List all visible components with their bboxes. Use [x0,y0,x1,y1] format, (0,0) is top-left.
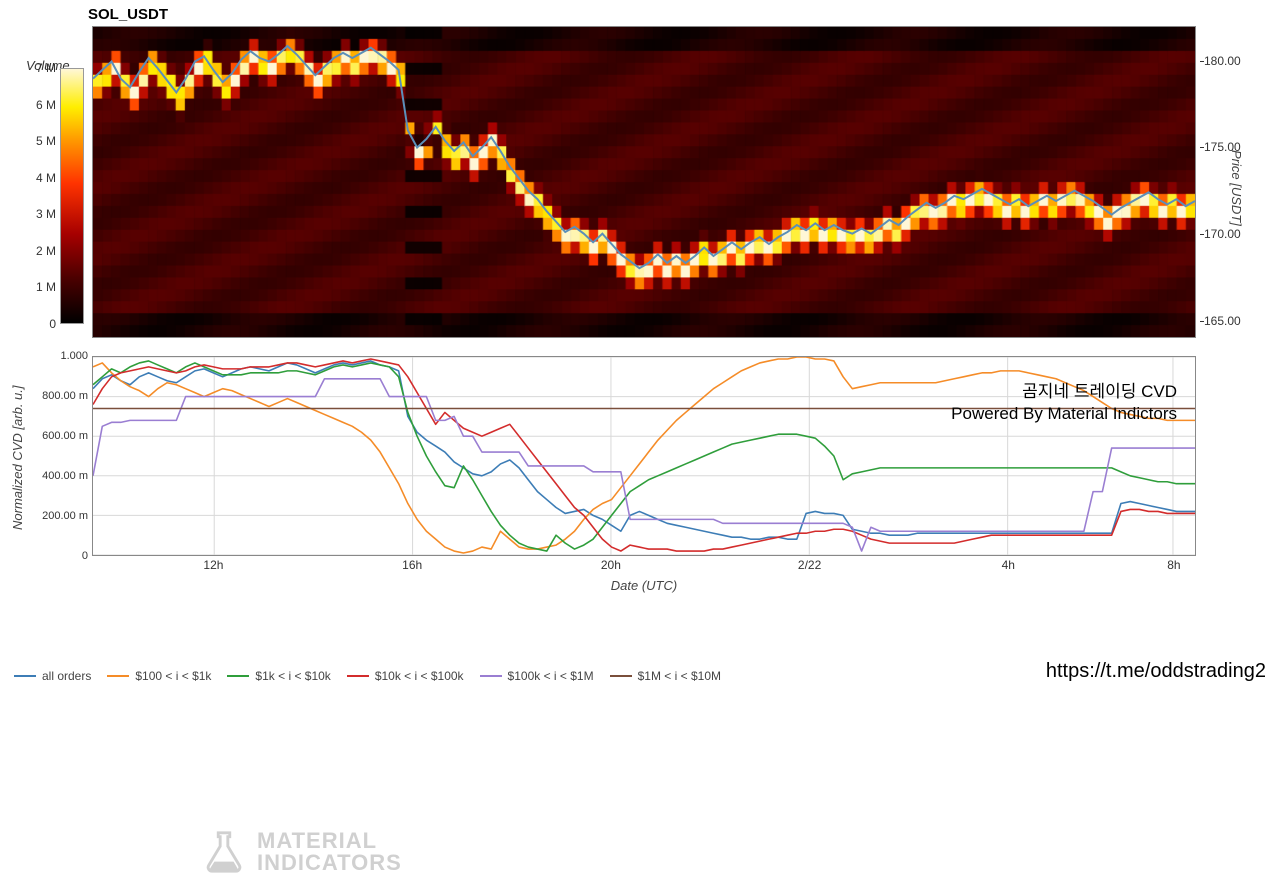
colorbar-tick: 3 M [36,207,56,221]
cvd-y-label: Normalized CVD [arb. u.] [10,386,25,531]
legend-swatch [107,675,129,677]
legend-label: $10k < i < $100k [375,669,464,683]
x-tick: 12h [203,558,223,572]
colorbar-tick: 0 [49,317,56,331]
flask-icon [201,829,247,875]
legend-label: $100 < i < $1k [135,669,211,683]
colorbar-tick: 6 M [36,98,56,112]
legend-item[interactable]: $100k < i < $1M [480,669,594,683]
price-tick: 165.00 [1204,314,1241,328]
legend-item[interactable]: $1k < i < $10k [227,669,330,683]
legend-label: $1M < i < $10M [638,669,721,683]
overlay-line2: Powered By Material Indictors [951,403,1177,425]
cvd-panel: 곰지네 트레이딩 CVD Powered By Material Indicto… [92,356,1196,556]
legend-swatch [480,675,502,677]
x-tick: 2/22 [798,558,821,572]
price-tick: 170.00 [1204,227,1241,241]
legend-label: $1k < i < $10k [255,669,330,683]
watermark-line1: MATERIAL [257,830,402,852]
colorbar-tick: 7 M [36,61,56,75]
colorbar-tick: 2 M [36,244,56,258]
heatmap-panel [92,26,1196,338]
colorbar-tick: 1 M [36,280,56,294]
legend-item[interactable]: $100 < i < $1k [107,669,211,683]
overlay-text: 곰지네 트레이딩 CVD Powered By Material Indicto… [951,381,1177,425]
cvd-y-tick: 1.000 [60,350,88,362]
legend-item[interactable]: $1M < i < $10M [610,669,721,683]
watermark-line2: INDICATORS [257,852,402,874]
cvd-y-tick: 800.00 m [42,390,88,402]
legend-swatch [227,675,249,677]
legend-item[interactable]: $10k < i < $100k [347,669,464,683]
cvd-y-tick: 400.00 m [42,470,88,482]
colorbar-tick: 4 M [36,171,56,185]
x-axis: 12h 16h 20h 2/22 4h 8h [92,558,1196,576]
price-line [93,27,1195,337]
price-axis-label: Price [USDT] [1229,150,1244,226]
chart-title: SOL_USDT [88,6,168,23]
cvd-y-tick: 200.00 m [42,510,88,522]
x-tick: 20h [601,558,621,572]
legend-label: $100k < i < $1M [508,669,594,683]
footer-link[interactable]: https://t.me/oddstrading2 [1046,660,1266,683]
legend-item[interactable]: all orders [14,669,91,683]
cvd-y-axis: 1.000800.00 m600.00 m400.00 m200.00 m0 [34,356,90,556]
legend-swatch [610,675,632,677]
price-tick: 180.00 [1204,54,1241,68]
legend-label: all orders [42,669,91,683]
x-tick: 8h [1167,558,1180,572]
x-tick: 16h [402,558,422,572]
legend: all orders $100 < i < $1k $1k < i < $10k $1… [14,669,721,683]
watermark: MATERIAL INDICATORS [201,829,402,875]
overlay-line1: 곰지네 트레이딩 CVD [951,381,1177,403]
legend-swatch [14,675,36,677]
colorbar-tick: 5 M [36,134,56,148]
cvd-y-tick: 600.00 m [42,430,88,442]
x-axis-label: Date (UTC) [92,578,1196,593]
cvd-y-tick: 0 [82,550,88,562]
x-tick: 4h [1002,558,1015,572]
legend-swatch [347,675,369,677]
colorbar: 7 M6 M5 M4 M3 M2 M1 M0 [60,68,84,324]
